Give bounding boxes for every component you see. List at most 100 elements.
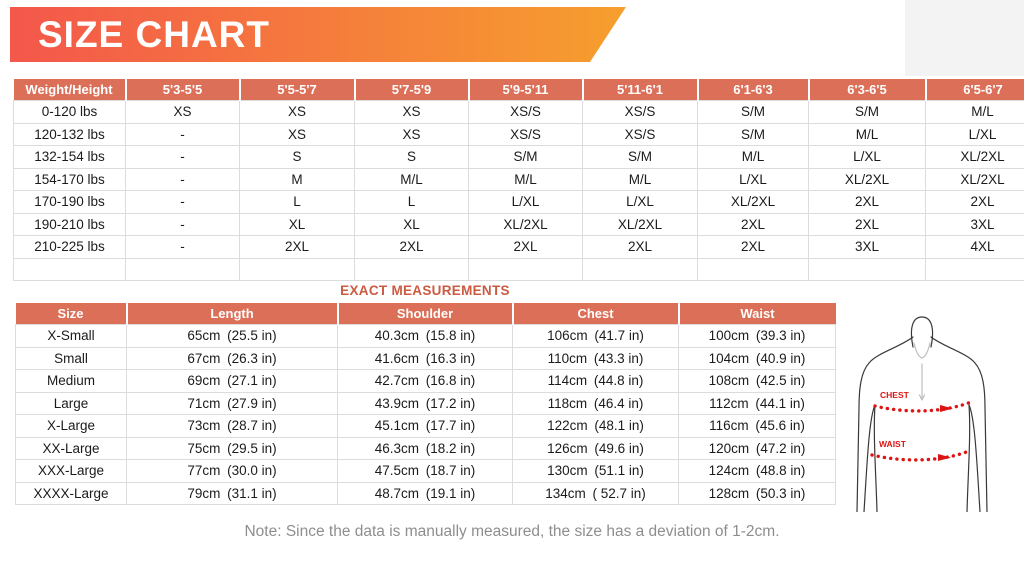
table-cell: 120cm (47.2 in) [678,436,836,460]
table-cell: XL [354,212,469,236]
table-cell: 46.3cm (18.2 in) [337,436,513,460]
table-cell: S/M [697,122,809,146]
table-cell: 118cm (46.4 in) [512,391,679,415]
table-cell: 110cm (43.3 in) [512,346,679,370]
table-cell: 2XL [239,235,355,259]
table-cell: XL/2XL [925,167,1024,191]
table-cell: S/M [582,145,698,169]
deviation-note: Note: Since the data is manually measure… [244,523,780,540]
table-cell: M/L [582,167,698,191]
chest-arrow-icon [940,405,953,412]
table-row: 0-120 lbs XS XS XS XS/S XS/S S/M S/M M/L [13,100,1024,124]
table-cell: XS [239,122,355,146]
table-cell: 106cm (41.7 in) [512,324,679,348]
table-cell: XXX-Large [15,459,127,483]
table-cell: XL/2XL [925,145,1024,169]
body-measurement-figure: CHEST WAIST [856,316,988,512]
table-cell: 73cm (28.7 in) [126,414,338,438]
column-header: 6'3-6'5 [808,79,927,101]
column-header: Length [126,303,339,325]
table-cell: L/XL [697,167,809,191]
table-cell: 67cm (26.3 in) [126,346,338,370]
table-cell: XL/2XL [582,212,698,236]
table-row: X-Large 73cm (28.7 in) 45.1cm (17.7 in) 122… [15,414,836,438]
table-cell: 132-154 lbs [13,145,126,169]
table-cell: XS/S [468,100,583,124]
table-cell: 120-132 lbs [13,122,126,146]
table-cell [468,257,583,281]
table-cell: M/L [925,100,1024,124]
table-cell [582,257,698,281]
table-cell: 77cm (30.0 in) [126,459,338,483]
table-cell: 47.5cm (18.7 in) [337,459,513,483]
waist-label: WAIST [879,439,907,449]
table-cell: S/M [468,145,583,169]
measurements-table-wrap: Size Length Shoulder Chest Waist X-Small… [15,303,836,505]
table-cell: 65cm (25.5 in) [126,324,338,348]
table-row [13,257,1024,281]
table-cell: 4XL [925,235,1024,259]
table-cell [13,257,126,281]
table-row: 154-170 lbs - M M/L M/L M/L L/XL XL/2XL XL/2XL [13,167,1024,191]
table-cell: X-Large [15,414,127,438]
table-cell: 3XL [925,212,1024,236]
table-cell: XL [239,212,355,236]
table-cell: S [239,145,355,169]
table-cell: 108cm (42.5 in) [678,369,836,393]
table-cell: 43.9cm (17.2 in) [337,391,513,415]
table-row: 170-190 lbs - L L L/XL L/XL XL/2XL 2XL 2XL [13,190,1024,214]
column-header: Size [15,303,128,325]
table-cell: 126cm (49.6 in) [512,436,679,460]
table-cell: M [239,167,355,191]
table-cell: 116cm (45.6 in) [678,414,836,438]
column-header: Weight/Height [13,79,127,101]
table-row: XX-Large 75cm (29.5 in) 46.3cm (18.2 in) 12… [15,436,836,460]
table-cell: S/M [808,100,926,124]
table-cell [808,257,926,281]
background-block [905,0,1024,76]
table-cell [354,257,469,281]
table-row: XXXX-Large 79cm (31.1 in) 48.7cm (19.1 in)… [15,481,836,505]
table-cell: 2XL [468,235,583,259]
table-cell: XX-Large [15,436,127,460]
table-cell: XL/2XL [697,190,809,214]
table-cell: 154-170 lbs [13,167,126,191]
measurements-table: Size Length Shoulder Chest Waist X-Small… [15,303,836,505]
table-cell: 2XL [808,190,926,214]
table-cell: Small [15,346,127,370]
table-cell: 75cm (29.5 in) [126,436,338,460]
table-cell: 134cm ( 52.7 in) [512,481,679,505]
column-header: 5'5-5'7 [239,79,356,101]
table-cell: - [125,145,240,169]
table-row: XXX-Large 77cm (30.0 in) 47.5cm (18.7 in) 1… [15,459,836,483]
column-header: Shoulder [337,303,514,325]
table-row: 132-154 lbs - S S S/M S/M M/L L/XL XL/2XL [13,145,1024,169]
table-cell: 69cm (27.1 in) [126,369,338,393]
table-cell: M/L [468,167,583,191]
column-header: 5'3-5'5 [125,79,241,101]
table-cell: XS/S [468,122,583,146]
column-header: 5'11-6'1 [582,79,699,101]
table-cell: 42.7cm (16.8 in) [337,369,513,393]
table-cell: 2XL [925,190,1024,214]
column-header: 5'9-5'11 [468,79,584,101]
table-cell: S/M [697,100,809,124]
table-row: X-Small 65cm (25.5 in) 40.3cm (15.8 in) 106… [15,324,836,348]
table-cell: XS [354,100,469,124]
table-cell: 190-210 lbs [13,212,126,236]
table-cell [239,257,355,281]
weight-height-table: Weight/Height 5'3-5'5 5'5-5'7 5'7-5'9 5'… [13,79,1024,281]
chest-label: CHEST [880,390,910,400]
table-cell: 71cm (27.9 in) [126,391,338,415]
table-header-row: Weight/Height 5'3-5'5 5'5-5'7 5'7-5'9 5'… [13,79,1024,101]
table-cell: Large [15,391,127,415]
table-cell: - [125,212,240,236]
table-cell: L/XL [582,190,698,214]
table-cell: 124cm (48.8 in) [678,459,836,483]
table-row: 210-225 lbs -2XL 2XL 2XL 2XL 2XL 3XL 4XL [13,235,1024,259]
table-cell: 2XL [697,212,809,236]
table-row: Medium 69cm (27.1 in) 42.7cm (16.8 in) 114c… [15,369,836,393]
table-cell: 122cm (48.1 in) [512,414,679,438]
table-cell: 40.3cm (15.8 in) [337,324,513,348]
